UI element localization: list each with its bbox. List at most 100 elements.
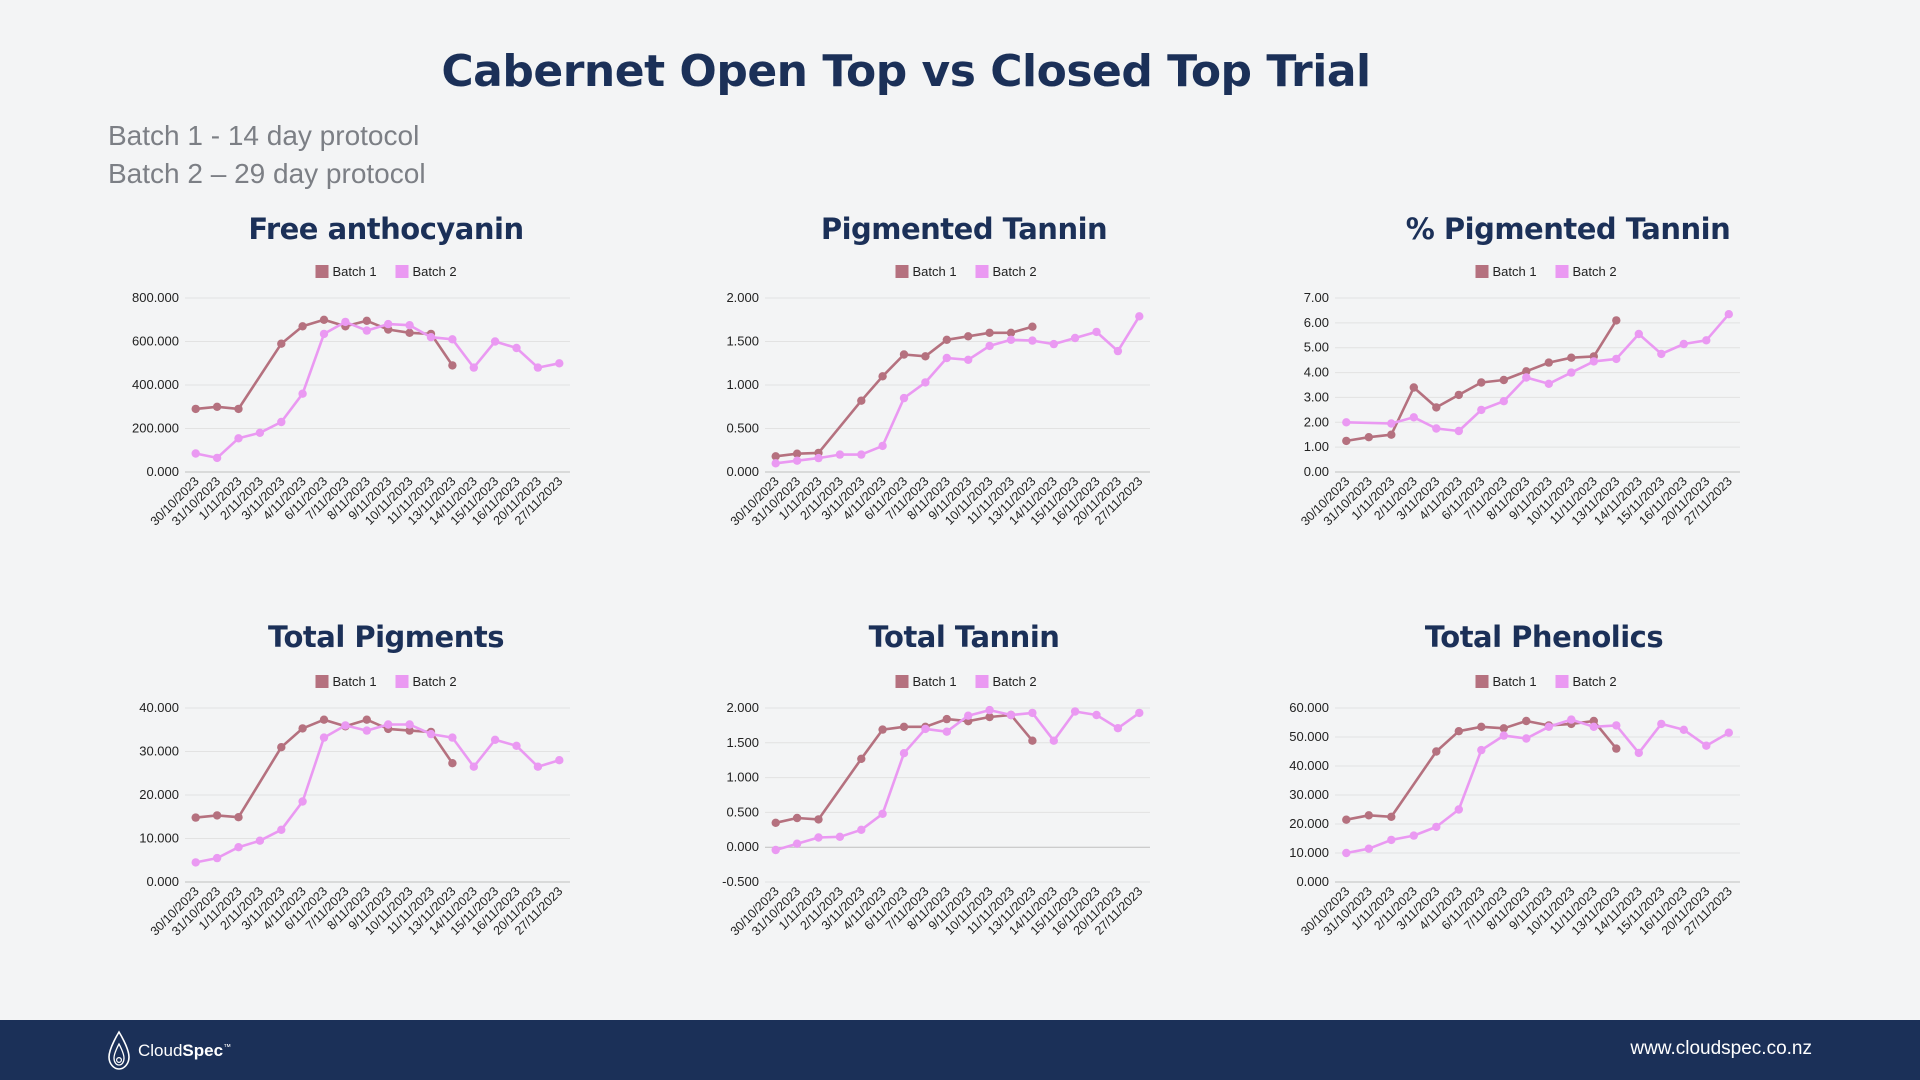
data-point-batch-1: [857, 396, 866, 405]
legend-label-1: Batch 1: [913, 674, 957, 689]
data-point-batch-2: [362, 326, 371, 335]
data-point-batch-2: [212, 853, 222, 863]
data-point-batch-2: [1028, 708, 1037, 718]
data-point-batch-2: [1454, 805, 1463, 814]
legend-swatch-1: [315, 675, 329, 688]
data-point-batch-1: [814, 815, 823, 824]
data-point-batch-2: [1006, 335, 1016, 344]
legend-swatch-1: [895, 265, 909, 278]
y-tick-label: 400.000: [132, 377, 179, 392]
series-line-batch-2: [775, 708, 1141, 852]
data-point-batch-2: [1522, 373, 1531, 382]
data-point-batch-2: [1679, 725, 1688, 734]
series-line-batch-1: [775, 325, 1033, 458]
data-point-batch-2: [1702, 741, 1711, 750]
data-point-batch-1: [191, 813, 200, 822]
y-tick-label: 40.000: [1289, 758, 1329, 773]
data-point-batch-2: [555, 756, 564, 765]
data-point-batch-2: [341, 317, 350, 327]
data-point-batch-2: [1589, 722, 1598, 731]
data-point-batch-2: [1342, 418, 1351, 427]
data-point-batch-1: [234, 813, 243, 822]
data-point-batch-2: [1657, 719, 1666, 729]
legend-label-1: Batch 1: [333, 674, 377, 689]
website-link[interactable]: www.cloudspec.co.nz: [1630, 1038, 1812, 1059]
y-tick-label: 0.000: [146, 874, 179, 889]
data-point-batch-1: [191, 404, 200, 414]
chart-total-tannin: Batch 1 Batch 2 -0.500 0.000 0.500 1.000 1.500…: [722, 674, 1150, 938]
y-tick-label: 0.000: [726, 464, 759, 479]
data-point-batch-2: [298, 797, 307, 806]
y-tick-label: 1.00: [1304, 439, 1329, 454]
legend-label-2: Batch 2: [993, 264, 1037, 279]
data-point-batch-2: [1006, 710, 1016, 720]
y-tick-label: 1.500: [726, 334, 759, 349]
data-point-batch-2: [1657, 349, 1666, 359]
data-point-batch-2: [234, 434, 243, 443]
data-point-batch-2: [1634, 329, 1643, 339]
data-point-batch-2: [921, 378, 930, 387]
y-tick-label: 60.000: [1289, 700, 1329, 715]
legend-swatch-1: [1475, 675, 1489, 688]
data-point-batch-2: [1589, 357, 1598, 366]
data-point-batch-2: [1454, 426, 1463, 436]
protocol-line-batch-2: Batch 2 – 29 day protocol: [108, 158, 426, 189]
y-tick-label: 10.000: [139, 831, 179, 846]
legend-swatch-2: [975, 675, 989, 688]
data-point-batch-1: [1364, 811, 1373, 820]
data-point-batch-1: [1522, 716, 1531, 726]
legend-label-1: Batch 1: [1493, 264, 1537, 279]
data-point-batch-2: [1612, 354, 1621, 364]
data-point-batch-1: [1387, 812, 1396, 821]
legend-swatch-2: [1555, 265, 1569, 278]
chart-total-pigments: Batch 1 Batch 2 0.000 10.000 20.000 30.000 40.…: [139, 674, 570, 938]
chart-legend: Batch 1 Batch 2: [1475, 264, 1617, 279]
chart-legend: Batch 1 Batch 2: [895, 264, 1037, 279]
data-point-batch-2: [1342, 848, 1351, 858]
data-point-batch-2: [1432, 424, 1441, 433]
data-point-batch-2: [899, 749, 909, 758]
data-point-batch-2: [469, 363, 478, 372]
legend-swatch-1: [315, 265, 329, 278]
chart-free-anthocyanin: Batch 1 Batch 2 0.000 200.000 400.000 600.000…: [132, 264, 570, 528]
series-line-batch-2: [195, 723, 560, 864]
data-point-batch-2: [1724, 310, 1733, 319]
series-line-batch-2: [1346, 718, 1730, 855]
data-point-batch-2: [835, 450, 845, 459]
data-point-batch-1: [1454, 390, 1463, 400]
y-tick-label: 10.000: [1289, 845, 1329, 860]
y-tick-label: 0.00: [1304, 464, 1329, 479]
data-point-batch-2: [319, 329, 329, 339]
protocol-line-batch-1: Batch 1 - 14 day protocol: [108, 120, 420, 151]
y-tick-label: 20.000: [139, 787, 179, 802]
data-point-batch-2: [899, 393, 909, 403]
y-tick-label: 5.00: [1304, 340, 1329, 355]
data-point-batch-1: [1006, 328, 1016, 337]
y-tick-label: 30.000: [139, 744, 179, 759]
y-tick-label: 6.00: [1304, 315, 1329, 330]
legend-label-1: Batch 1: [333, 264, 377, 279]
y-tick-label: 1.000: [726, 377, 759, 392]
data-point-batch-2: [255, 836, 265, 845]
data-point-batch-2: [878, 441, 887, 451]
data-point-batch-1: [899, 350, 909, 359]
data-point-batch-2: [771, 459, 780, 468]
y-tick-label: 1.000: [726, 770, 759, 785]
data-point-batch-2: [1477, 745, 1486, 755]
legend-label-2: Batch 2: [413, 674, 457, 689]
y-tick-label: 40.000: [139, 700, 179, 715]
data-point-batch-2: [942, 353, 951, 363]
y-tick-label: 20.000: [1289, 816, 1329, 831]
legend-label-1: Batch 1: [1493, 674, 1537, 689]
data-point-batch-1: [899, 722, 909, 731]
data-point-batch-1: [1342, 436, 1351, 446]
data-point-batch-1: [234, 404, 243, 414]
data-point-batch-2: [277, 417, 286, 427]
cloudspec-logo[interactable]: CloudSpec™: [106, 1030, 231, 1072]
data-point-batch-1: [792, 449, 802, 458]
data-point-batch-1: [921, 352, 930, 361]
data-point-batch-2: [835, 832, 845, 841]
data-point-batch-1: [1387, 430, 1396, 439]
data-point-batch-2: [1113, 724, 1123, 733]
data-point-batch-2: [1679, 339, 1688, 349]
